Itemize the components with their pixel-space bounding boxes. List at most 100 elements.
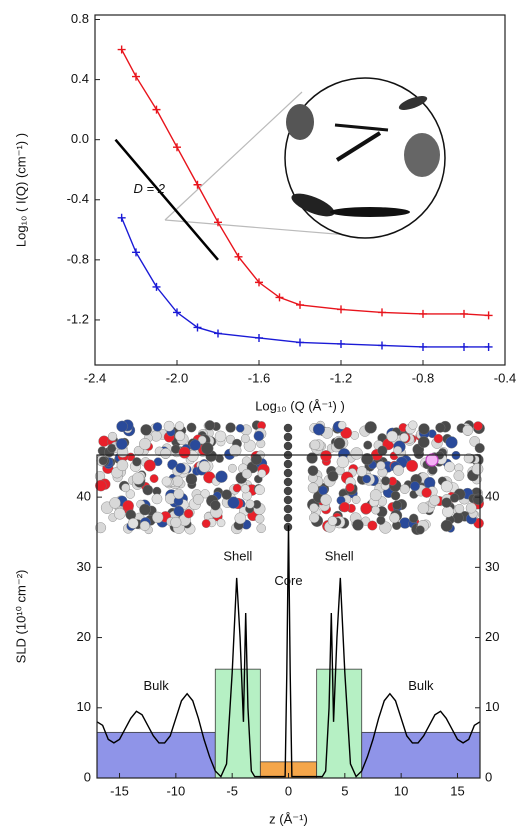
reference-label: D = 2 <box>134 181 166 196</box>
atom <box>429 494 441 506</box>
atom <box>283 477 293 487</box>
atom <box>200 489 210 499</box>
y-tick-label: -0.4 <box>67 191 89 206</box>
atom <box>175 421 185 431</box>
y-tick-label-right: 40 <box>485 489 499 504</box>
data-marker <box>484 311 493 320</box>
atom <box>376 461 386 471</box>
atom <box>253 430 264 442</box>
data-marker <box>255 278 263 287</box>
data-marker <box>337 339 345 348</box>
atom <box>362 474 371 484</box>
atom <box>283 495 293 505</box>
atom <box>441 497 452 508</box>
x-tick-label: -15 <box>110 783 129 798</box>
atom <box>116 420 128 433</box>
atom <box>471 463 484 475</box>
atom <box>409 481 420 492</box>
atom <box>201 442 214 455</box>
atom <box>320 450 332 462</box>
atom <box>352 519 364 531</box>
layer-label: Bulk <box>143 678 169 693</box>
atom <box>307 465 319 476</box>
atom <box>442 505 454 518</box>
atom <box>472 493 484 505</box>
atom <box>140 424 152 436</box>
atom <box>473 421 483 431</box>
atom <box>142 484 154 496</box>
molecular-snapshot <box>94 419 485 535</box>
atom <box>283 468 293 478</box>
atom <box>392 500 402 510</box>
atom <box>186 422 197 433</box>
x-tick-label: -1.6 <box>248 370 270 385</box>
atom <box>312 423 325 436</box>
atom <box>139 520 150 531</box>
inset-illustration <box>164 77 446 239</box>
x-axis-label: z (Å⁻¹) <box>269 811 308 826</box>
data-marker <box>193 323 202 332</box>
atom <box>198 460 211 473</box>
atom <box>174 430 186 442</box>
atom <box>463 453 474 464</box>
atom <box>172 475 184 487</box>
atom <box>98 456 108 466</box>
atom <box>116 438 128 450</box>
y-tick-label-right: 20 <box>485 629 499 644</box>
x-axis-label: Log₁₀ (Q (Å⁻¹) ) <box>255 398 345 413</box>
atom <box>245 499 255 509</box>
particle <box>330 207 410 217</box>
x-tick-label: -0.4 <box>494 370 516 385</box>
y-tick-label: 0.0 <box>71 131 89 146</box>
atom <box>440 480 453 493</box>
atom <box>192 493 204 505</box>
x-tick-label: -2.0 <box>166 370 188 385</box>
atom <box>360 502 372 515</box>
atom <box>232 483 242 493</box>
atom <box>444 461 455 473</box>
y-tick-label: 0.8 <box>71 11 89 26</box>
atom <box>421 487 432 498</box>
layer-label: Shell <box>223 548 252 563</box>
data-marker <box>132 72 140 81</box>
atom <box>132 457 142 467</box>
atom <box>306 452 318 464</box>
x-tick-label: 10 <box>394 783 408 798</box>
atom <box>210 500 221 511</box>
data-line <box>121 217 489 348</box>
inset-pointer <box>164 219 361 237</box>
atom <box>173 488 184 500</box>
atom <box>127 518 139 529</box>
atom <box>350 447 363 460</box>
data-marker <box>419 309 427 318</box>
atom <box>107 443 117 453</box>
atom <box>415 525 425 535</box>
y-tick-label-right: 10 <box>485 699 499 714</box>
atom <box>143 459 156 472</box>
atom <box>149 474 159 483</box>
data-marker <box>419 342 427 351</box>
atom <box>225 434 235 444</box>
data-marker <box>234 252 243 261</box>
atom <box>417 436 430 448</box>
atom <box>197 435 207 445</box>
atom <box>283 423 293 433</box>
atom <box>307 482 319 494</box>
data-marker <box>378 308 386 317</box>
atom <box>351 495 361 504</box>
atom <box>363 440 373 450</box>
atom <box>462 424 474 436</box>
atom <box>309 503 319 513</box>
atom <box>445 436 458 449</box>
atom <box>216 518 226 528</box>
atom <box>241 468 252 479</box>
atom <box>327 516 338 526</box>
atom <box>283 513 293 523</box>
atom <box>254 484 265 496</box>
data-line <box>97 525 480 778</box>
data-marker <box>132 248 140 257</box>
atom <box>234 512 247 525</box>
atom <box>425 453 439 467</box>
x-tick-label: -2.4 <box>84 370 106 385</box>
